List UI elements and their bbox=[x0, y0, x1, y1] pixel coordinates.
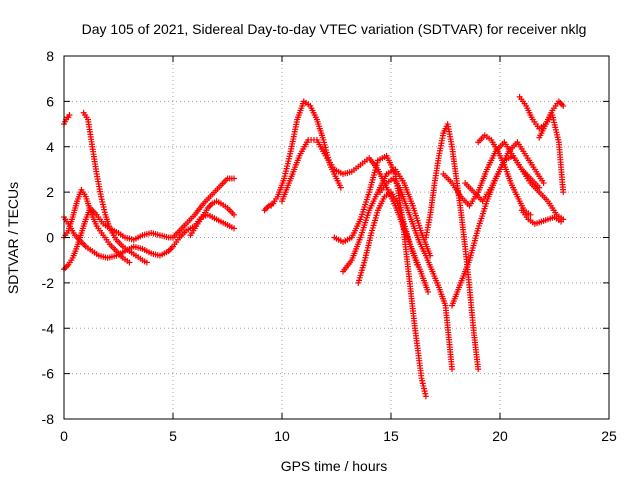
chart-background bbox=[0, 0, 640, 480]
x-tick-label: 15 bbox=[383, 428, 399, 444]
y-tick-label: 2 bbox=[46, 184, 54, 200]
x-tick-label: 10 bbox=[274, 428, 290, 444]
y-tick-label: -4 bbox=[42, 320, 55, 336]
y-tick-label: 6 bbox=[46, 93, 54, 109]
x-tick-label: 25 bbox=[601, 428, 617, 444]
y-tick-label: 0 bbox=[46, 230, 54, 246]
chart-title: Day 105 of 2021, Sidereal Day-to-day VTE… bbox=[82, 21, 587, 37]
x-tick-label: 0 bbox=[60, 428, 68, 444]
x-axis-label: GPS time / hours bbox=[281, 458, 388, 474]
x-tick-label: 5 bbox=[169, 428, 177, 444]
y-tick-label: 4 bbox=[46, 139, 54, 155]
y-axis-label: SDTVAR / TECUs bbox=[5, 182, 21, 294]
sdtvar-chart: 0 5 10 15 20 25 -8 -6 -4 -2 0 2 4 6 8 Day 105 of 2021,… bbox=[0, 0, 640, 480]
y-tick-label: -8 bbox=[42, 411, 55, 427]
y-tick-label: -2 bbox=[42, 275, 55, 291]
y-tick-label: -6 bbox=[42, 366, 55, 382]
y-tick-label: 8 bbox=[46, 48, 54, 64]
x-tick-label: 20 bbox=[492, 428, 508, 444]
